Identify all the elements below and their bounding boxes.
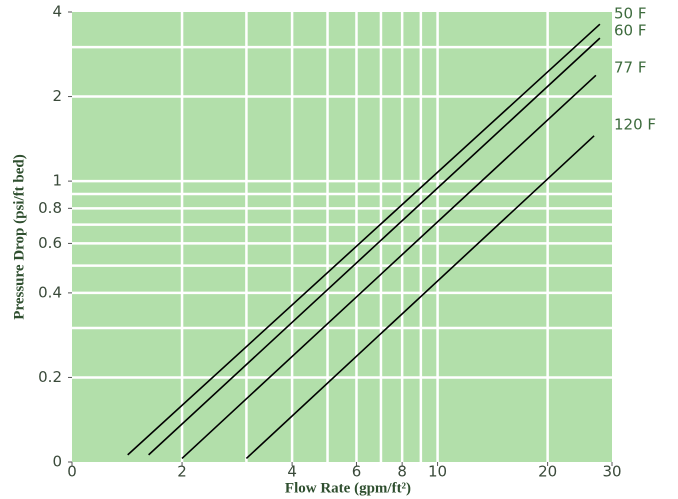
x-tick-label: 30 [602, 463, 621, 481]
series-line [148, 37, 601, 456]
x-tick-label: 2 [177, 463, 187, 481]
y-tick-label: 0.6 [38, 234, 62, 252]
y-tick-label: 0 [52, 453, 62, 471]
x-tick-label: 6 [352, 463, 362, 481]
x-tick-label: 4 [287, 463, 297, 481]
series-line [127, 23, 601, 456]
x-tick-label: 10 [428, 463, 447, 481]
y-tick-label: 0.2 [38, 368, 62, 386]
plot-background [72, 12, 612, 462]
x-axis-label: Flow Rate (gpm/ft²) [285, 480, 411, 496]
series-label: 60 F [614, 22, 646, 40]
x-tick-label: 20 [538, 463, 557, 481]
y-tick-label: 0.4 [38, 283, 62, 301]
series-label: 77 F [614, 59, 646, 77]
series-line [245, 135, 595, 459]
series-label: 120 F [614, 116, 656, 134]
y-axis-label: Pressure Drop (psi/ft bed) [11, 154, 27, 319]
x-tick-label: 0 [67, 463, 77, 481]
y-tick-label: 4 [52, 3, 62, 21]
y-tick-label: 1 [52, 172, 62, 190]
x-tick-label: 8 [397, 463, 407, 481]
series-label: 50 F [614, 5, 646, 23]
y-tick-label: 2 [52, 87, 62, 105]
y-tick-label: 0.8 [38, 199, 62, 217]
series-line [181, 74, 597, 459]
